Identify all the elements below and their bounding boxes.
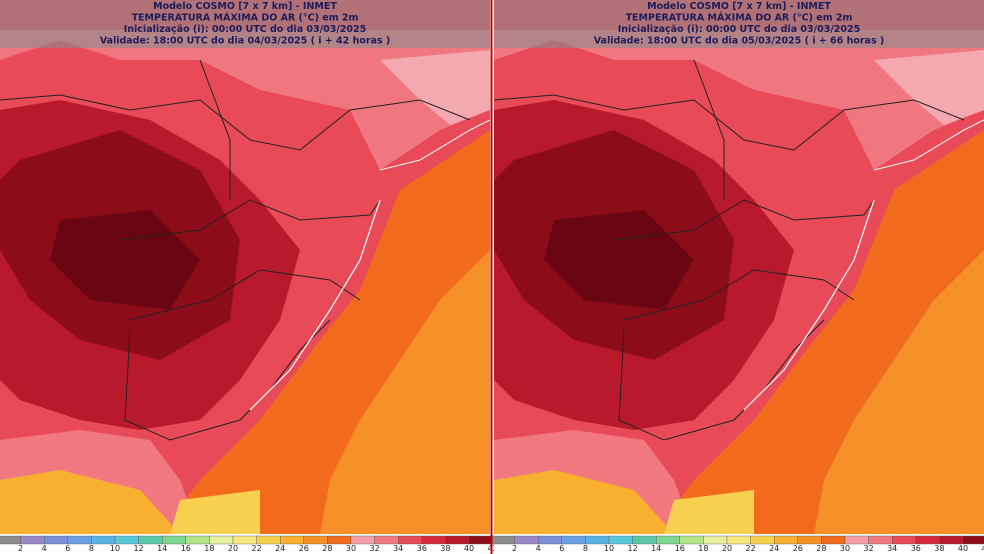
- colorbar-label: 12: [134, 544, 144, 553]
- colorbar-label: 2: [512, 544, 517, 553]
- colorbar-swatch: [374, 535, 399, 545]
- colorbar-swatch: [327, 535, 352, 545]
- colorbar-label: 28: [816, 544, 826, 553]
- colorbar-label: 34: [887, 544, 897, 553]
- colorbar-swatch: [632, 535, 657, 545]
- panel: Modelo COSMO [7 x 7 km] - INMETTEMPERATU…: [490, 0, 984, 554]
- colorbar-swatch: [256, 535, 281, 545]
- colorbar-swatch: [280, 535, 305, 545]
- colorbar-label: 36: [417, 544, 427, 553]
- colorbar-swatch: [445, 535, 470, 545]
- colorbar-swatch: [915, 535, 940, 545]
- colorbar-label: 42: [488, 544, 498, 553]
- colorbar-swatch: [655, 535, 680, 545]
- colorbar-label: 22: [252, 544, 262, 553]
- colorbar-swatch: [774, 535, 799, 545]
- colorbar-swatch: [138, 535, 163, 545]
- colorbar-label: 32: [864, 544, 874, 553]
- colorbar-swatch: [962, 535, 984, 545]
- colorbar-swatch: [232, 535, 257, 545]
- panel: Modelo COSMO [7 x 7 km] - INMETTEMPERATU…: [0, 0, 517, 554]
- colorbar-label: 22: [746, 544, 756, 553]
- colorbar-label: 24: [275, 544, 285, 553]
- header-variable: TEMPERATURA MÁXIMA DO AR (°C) em 2m: [132, 12, 359, 24]
- colorbar-swatch: [892, 535, 917, 545]
- map-field: [0, 0, 490, 534]
- colorbar-label: 14: [157, 544, 167, 553]
- colorbar-swatch: [185, 535, 210, 545]
- colorbar-label: 36: [911, 544, 921, 553]
- colorbar-swatch: [939, 535, 964, 545]
- colorbar-label: 40: [464, 544, 474, 553]
- colorbar-swatch: [726, 535, 751, 545]
- colorbar-swatch: [585, 535, 610, 545]
- colorbar-label: 20: [228, 544, 238, 553]
- colorbar-swatch: [20, 535, 45, 545]
- colorbar-swatch: [679, 535, 704, 545]
- colorbar-swatch: [608, 535, 633, 545]
- colorbar-swatch: [421, 535, 446, 545]
- colorbar-label: 26: [793, 544, 803, 553]
- header-model: Modelo COSMO [7 x 7 km] - INMET: [153, 1, 337, 12]
- colorbar-swatch: [468, 535, 493, 545]
- colorbar-swatch: [821, 535, 846, 545]
- colorbar-label: 24: [769, 544, 779, 553]
- colorbar-swatch: [797, 535, 822, 545]
- colorbar-label: 16: [675, 544, 685, 553]
- colorbar-label: 6: [559, 544, 564, 553]
- header-band: [494, 0, 984, 48]
- colorbar-swatch: [67, 535, 92, 545]
- colorbar-label: 10: [604, 544, 614, 553]
- colorbar-swatch: [398, 535, 423, 545]
- header-validity: Validade: 18:00 UTC do dia 04/03/2025 ( …: [100, 36, 391, 47]
- colorbar-swatch: [350, 535, 375, 545]
- colorbar-swatch: [303, 535, 328, 545]
- colorbar-swatch: [0, 535, 21, 545]
- colorbar-swatch: [161, 535, 186, 545]
- map-field: [494, 0, 984, 534]
- colorbar-swatch: [538, 535, 563, 545]
- colorbar-label: 2: [18, 544, 23, 553]
- colorbar-label: 6: [65, 544, 70, 553]
- colorbar-label: 16: [181, 544, 191, 553]
- colorbar-swatch: [561, 535, 586, 545]
- colorbar-label: 8: [89, 544, 94, 553]
- header-model: Modelo COSMO [7 x 7 km] - INMET: [647, 1, 831, 12]
- colorbar-swatch: [490, 535, 515, 545]
- colorbar-label: 14: [651, 544, 661, 553]
- colorbar-swatch: [514, 535, 539, 545]
- colorbar-label: 34: [393, 544, 403, 553]
- colorbar-label: 8: [583, 544, 588, 553]
- colorbar-label: 12: [628, 544, 638, 553]
- colorbar-label: 38: [934, 544, 944, 553]
- colorbar-label: 32: [370, 544, 380, 553]
- header-band: [0, 0, 490, 48]
- header-validity: Validade: 18:00 UTC do dia 05/03/2025 ( …: [594, 36, 885, 47]
- colorbar-label: 4: [536, 544, 541, 553]
- colorbar-swatch: [703, 535, 728, 545]
- colorbar-swatch: [868, 535, 893, 545]
- colorbar-swatch: [750, 535, 775, 545]
- colorbar-swatch: [44, 535, 69, 545]
- colorbar-swatch: [209, 535, 234, 545]
- colorbar-label: 42: [982, 544, 984, 553]
- colorbar-swatch: [844, 535, 869, 545]
- header-init: Inicialização (i): 00:00 UTC do dia 03/0…: [618, 24, 860, 35]
- colorbar-label: 4: [42, 544, 47, 553]
- colorbar-label: 26: [299, 544, 309, 553]
- header-init: Inicialização (i): 00:00 UTC do dia 03/0…: [124, 24, 366, 35]
- colorbar-label: 30: [840, 544, 850, 553]
- colorbar-label: 18: [204, 544, 214, 553]
- colorbar-label: 40: [958, 544, 968, 553]
- colorbar-label: 38: [440, 544, 450, 553]
- colorbar-label: 30: [346, 544, 356, 553]
- colorbar-label: 28: [322, 544, 332, 553]
- header-variable: TEMPERATURA MÁXIMA DO AR (°C) em 2m: [626, 12, 853, 24]
- colorbar-swatch: [114, 535, 139, 545]
- colorbar-label: 20: [722, 544, 732, 553]
- colorbar-label: 10: [110, 544, 120, 553]
- colorbar-label: 18: [698, 544, 708, 553]
- colorbar-swatch: [91, 535, 116, 545]
